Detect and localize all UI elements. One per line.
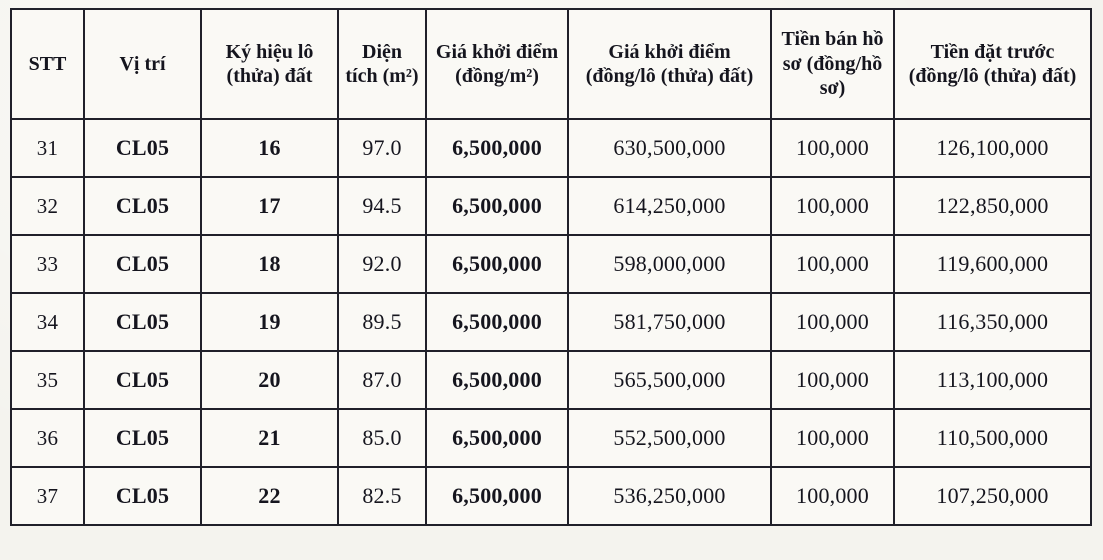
cell-gia_khoi_diem_lo: 630,500,000 [567,118,772,178]
cell-ky_hieu_lo: 20 [200,350,339,410]
cell-dien_tich: 82.5 [337,466,427,526]
cell-gia_khoi_diem_m2: 6,500,000 [425,118,569,178]
table-row: 35 CL05 20 87.0 6,500,000 565,500,000 100,000 1… [10,350,1092,410]
cell-dien_tich: 94.5 [337,176,427,236]
cell-dien_tich: 89.5 [337,292,427,352]
table-row: 37 CL05 22 82.5 6,500,000 536,250,000 100,000 1… [10,466,1092,526]
cell-stt: 36 [10,408,85,468]
table-container: STT Vị trí Ký hiệu lô (thửa) đất Diện tích … [10,8,1092,526]
cell-ky_hieu_lo: 19 [200,292,339,352]
cell-dien_tich: 92.0 [337,234,427,294]
column-header-gia_khoi_diem_lo: Giá khởi điểm (đồng/lô (thửa) đất) [567,8,772,120]
cell-tien_ban_ho_so: 100,000 [770,234,895,294]
table-header-row: STT Vị trí Ký hiệu lô (thửa) đất Diện tích … [10,8,1092,120]
column-header-dien_tich: Diện tích (m²) [337,8,427,120]
table-row: 34 CL05 19 89.5 6,500,000 581,750,000 100,000 1… [10,292,1092,352]
table-row: 32 CL05 17 94.5 6,500,000 614,250,000 100,000 1… [10,176,1092,236]
cell-stt: 32 [10,176,85,236]
cell-dien_tich: 97.0 [337,118,427,178]
column-header-gia_khoi_diem_m2: Giá khởi điểm (đồng/m²) [425,8,569,120]
cell-tien_dat_truoc: 110,500,000 [893,408,1092,468]
cell-gia_khoi_diem_m2: 6,500,000 [425,408,569,468]
table-body: 31 CL05 16 97.0 6,500,000 630,500,000 100,000 1… [10,118,1092,526]
cell-tien_ban_ho_so: 100,000 [770,408,895,468]
cell-tien_ban_ho_so: 100,000 [770,292,895,352]
cell-tien_ban_ho_so: 100,000 [770,176,895,236]
cell-tien_dat_truoc: 113,100,000 [893,350,1092,410]
cell-gia_khoi_diem_lo: 581,750,000 [567,292,772,352]
cell-gia_khoi_diem_m2: 6,500,000 [425,350,569,410]
cell-vi_tri: CL05 [83,118,202,178]
cell-ky_hieu_lo: 21 [200,408,339,468]
cell-vi_tri: CL05 [83,176,202,236]
table-row: 36 CL05 21 85.0 6,500,000 552,500,000 100,000 1… [10,408,1092,468]
cell-stt: 37 [10,466,85,526]
cell-dien_tich: 87.0 [337,350,427,410]
cell-ky_hieu_lo: 18 [200,234,339,294]
cell-tien_dat_truoc: 119,600,000 [893,234,1092,294]
table-header: STT Vị trí Ký hiệu lô (thửa) đất Diện tích … [10,8,1092,120]
cell-vi_tri: CL05 [83,466,202,526]
cell-tien_dat_truoc: 107,250,000 [893,466,1092,526]
cell-vi_tri: CL05 [83,350,202,410]
table-row: 31 CL05 16 97.0 6,500,000 630,500,000 100,000 1… [10,118,1092,178]
cell-gia_khoi_diem_m2: 6,500,000 [425,176,569,236]
cell-stt: 31 [10,118,85,178]
cell-gia_khoi_diem_m2: 6,500,000 [425,466,569,526]
cell-tien_ban_ho_so: 100,000 [770,118,895,178]
cell-gia_khoi_diem_m2: 6,500,000 [425,234,569,294]
land-auction-table: STT Vị trí Ký hiệu lô (thửa) đất Diện tích … [10,8,1092,526]
cell-ky_hieu_lo: 17 [200,176,339,236]
cell-gia_khoi_diem_lo: 536,250,000 [567,466,772,526]
cell-gia_khoi_diem_lo: 552,500,000 [567,408,772,468]
cell-gia_khoi_diem_lo: 614,250,000 [567,176,772,236]
cell-gia_khoi_diem_lo: 598,000,000 [567,234,772,294]
cell-ky_hieu_lo: 22 [200,466,339,526]
cell-stt: 35 [10,350,85,410]
table-row: 33 CL05 18 92.0 6,500,000 598,000,000 100,000 1… [10,234,1092,294]
cell-tien_ban_ho_so: 100,000 [770,350,895,410]
cell-stt: 33 [10,234,85,294]
column-header-stt: STT [10,8,85,120]
cell-tien_dat_truoc: 122,850,000 [893,176,1092,236]
cell-vi_tri: CL05 [83,292,202,352]
column-header-ky_hieu_lo: Ký hiệu lô (thửa) đất [200,8,339,120]
cell-ky_hieu_lo: 16 [200,118,339,178]
column-header-vi_tri: Vị trí [83,8,202,120]
cell-tien_dat_truoc: 126,100,000 [893,118,1092,178]
column-header-tien_ban_ho_so: Tiền bán hồ sơ (đồng/hồ sơ) [770,8,895,120]
cell-vi_tri: CL05 [83,234,202,294]
cell-gia_khoi_diem_m2: 6,500,000 [425,292,569,352]
cell-stt: 34 [10,292,85,352]
column-header-tien_dat_truoc: Tiền đặt trước (đồng/lô (thửa) đất) [893,8,1092,120]
cell-gia_khoi_diem_lo: 565,500,000 [567,350,772,410]
cell-tien_ban_ho_so: 100,000 [770,466,895,526]
cell-dien_tich: 85.0 [337,408,427,468]
cell-tien_dat_truoc: 116,350,000 [893,292,1092,352]
cell-vi_tri: CL05 [83,408,202,468]
